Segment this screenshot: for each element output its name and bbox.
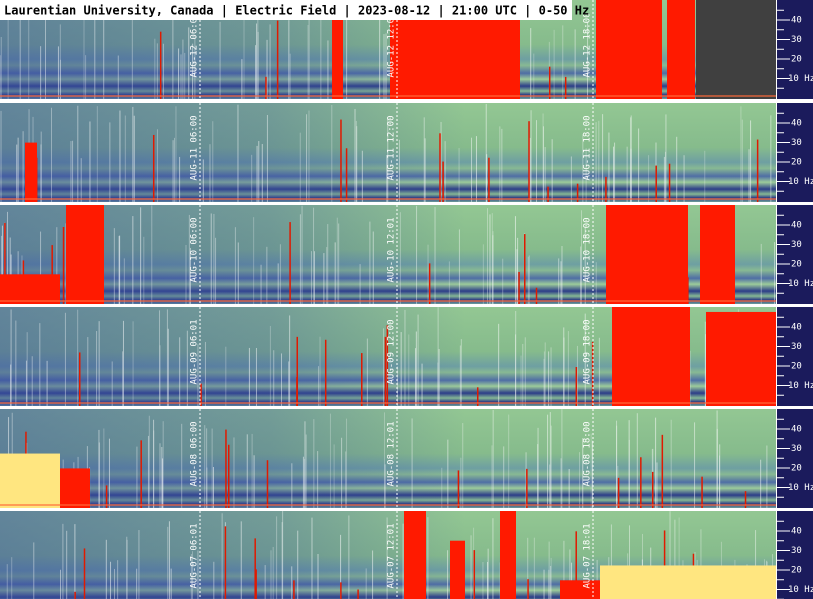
panel: AUG-09 06:01 AUG-09 12:00 AUG-09 18:00 10 H… <box>0 307 813 406</box>
y-tick-label: 20 <box>791 55 802 65</box>
y-tick-label: 40 <box>791 527 802 537</box>
panel: AUG-10 06:00 AUG-10 12:01 AUG-10 18:00 10 H… <box>0 205 813 304</box>
time-label: AUG-08 06:00 <box>190 421 200 486</box>
chart-title: Laurentian University, Canada | Electric… <box>4 4 589 18</box>
night-shade <box>0 103 776 202</box>
time-label: AUG-11 06:00 <box>190 115 200 180</box>
time-label: AUG-12 18:00 <box>583 12 593 77</box>
activity-region <box>706 311 776 406</box>
activity-region <box>450 540 465 599</box>
time-label: AUG-09 12:00 <box>387 319 397 384</box>
baseline-band <box>0 504 776 506</box>
panel-plot <box>0 511 776 599</box>
activity-region <box>500 511 516 599</box>
panel: AUG-08 06:00 AUG-08 12:01 AUG-08 18:00 10 H… <box>0 409 813 508</box>
y-tick-label: 30 <box>791 546 802 556</box>
time-label: AUG-07 06:01 <box>190 523 200 588</box>
y-tick-label: 30 <box>791 342 802 352</box>
y-tick-label: 10 Hz <box>788 279 813 289</box>
baseline-band <box>0 95 776 97</box>
baseline-band <box>0 198 776 200</box>
panel-plot <box>0 205 776 304</box>
time-label: AUG-10 18:00 <box>583 217 593 282</box>
time-label: AUG-07 18:01 <box>583 523 593 588</box>
activity-region <box>696 0 776 99</box>
activity-region <box>395 0 415 99</box>
axis-strip <box>777 511 813 599</box>
time-label: AUG-09 18:00 <box>583 319 593 384</box>
activity-region <box>0 274 60 304</box>
activity-region <box>606 205 688 304</box>
y-tick-label: 20 <box>791 158 802 168</box>
activity-region <box>596 0 662 99</box>
y-tick-label: 30 <box>791 138 802 148</box>
activity-region <box>700 205 735 304</box>
panel: AUG-11 06:00 AUG-11 12:00 AUG-11 18:00 10 H… <box>0 103 813 202</box>
y-tick-label: 20 <box>791 260 802 270</box>
y-tick-label: 30 <box>791 444 802 454</box>
activity-region <box>0 453 60 508</box>
activity-region <box>66 205 104 304</box>
panel: AUG-07 06:01 AUG-07 12:01 AUG-07 18:01 10 H… <box>0 511 813 599</box>
time-label: AUG-11 18:00 <box>583 115 593 180</box>
time-label: AUG-10 12:01 <box>387 217 397 282</box>
y-tick-label: 40 <box>791 16 802 26</box>
activity-region <box>25 142 37 202</box>
baseline-band <box>0 300 776 302</box>
y-tick-label: 10 Hz <box>788 483 813 493</box>
time-label: AUG-11 12:00 <box>387 115 397 180</box>
y-tick-label: 10 Hz <box>788 585 813 595</box>
y-tick-label: 30 <box>791 35 802 45</box>
y-tick-label: 10 Hz <box>788 177 813 187</box>
y-tick-label: 10 Hz <box>788 381 813 391</box>
time-label: AUG-12 06:01 <box>190 12 200 77</box>
time-label: AUG-09 06:01 <box>190 319 200 384</box>
activity-region <box>667 0 695 99</box>
time-label: AUG-12 12:01 <box>387 12 397 77</box>
y-tick-label: 20 <box>791 464 802 474</box>
activity-region <box>404 511 426 599</box>
panel-plot <box>0 307 776 406</box>
y-tick-label: 40 <box>791 425 802 435</box>
time-label: AUG-10 06:00 <box>190 217 200 282</box>
y-tick-label: 40 <box>791 221 802 231</box>
activity-region <box>600 565 776 599</box>
night-shade <box>0 409 776 508</box>
time-label: AUG-08 12:01 <box>387 421 397 486</box>
y-tick-label: 30 <box>791 240 802 250</box>
panel-plot <box>0 103 776 202</box>
y-tick-label: 40 <box>791 119 802 129</box>
activity-region <box>612 307 690 406</box>
y-tick-label: 40 <box>791 323 802 333</box>
time-label: AUG-08 18:00 <box>583 421 593 486</box>
activity-region <box>332 0 343 99</box>
y-tick-label: 10 Hz <box>788 74 813 84</box>
time-label: AUG-07 12:01 <box>387 523 397 588</box>
panel-plot <box>0 409 776 508</box>
baseline-band <box>0 402 776 404</box>
y-tick-label: 20 <box>791 362 802 372</box>
y-tick-label: 20 <box>791 566 802 576</box>
title-bg <box>0 0 572 20</box>
